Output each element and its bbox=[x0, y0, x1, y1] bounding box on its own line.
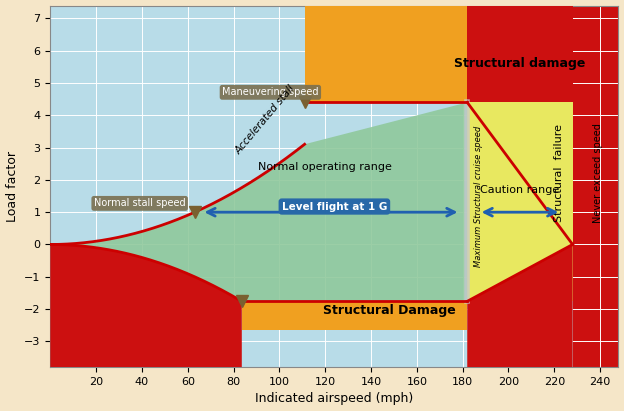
Text: Normal stall speed: Normal stall speed bbox=[94, 199, 185, 208]
Polygon shape bbox=[573, 6, 618, 367]
Text: Structural  failure: Structural failure bbox=[554, 125, 564, 222]
Polygon shape bbox=[467, 102, 573, 301]
Text: Structural damage: Structural damage bbox=[454, 57, 586, 70]
Polygon shape bbox=[467, 6, 573, 102]
Text: Caution range: Caution range bbox=[480, 185, 560, 195]
Polygon shape bbox=[51, 245, 241, 367]
X-axis label: Indicated airspeed (mph): Indicated airspeed (mph) bbox=[255, 393, 414, 405]
Polygon shape bbox=[467, 245, 573, 367]
Polygon shape bbox=[305, 6, 573, 102]
Text: Maneuvering speed: Maneuvering speed bbox=[222, 87, 319, 97]
Polygon shape bbox=[51, 102, 467, 301]
Polygon shape bbox=[241, 301, 467, 330]
Text: Level flight at 1 G: Level flight at 1 G bbox=[281, 201, 387, 212]
Polygon shape bbox=[305, 6, 467, 102]
Text: Structural Damage: Structural Damage bbox=[323, 304, 456, 317]
Text: Accelerated stall: Accelerated stall bbox=[233, 83, 297, 156]
Text: Normal operating range: Normal operating range bbox=[258, 162, 392, 172]
Y-axis label: Load factor: Load factor bbox=[6, 151, 19, 222]
Text: Never exceed speed: Never exceed speed bbox=[593, 124, 603, 224]
Text: Maximum Structural cruise speed: Maximum Structural cruise speed bbox=[474, 125, 483, 267]
